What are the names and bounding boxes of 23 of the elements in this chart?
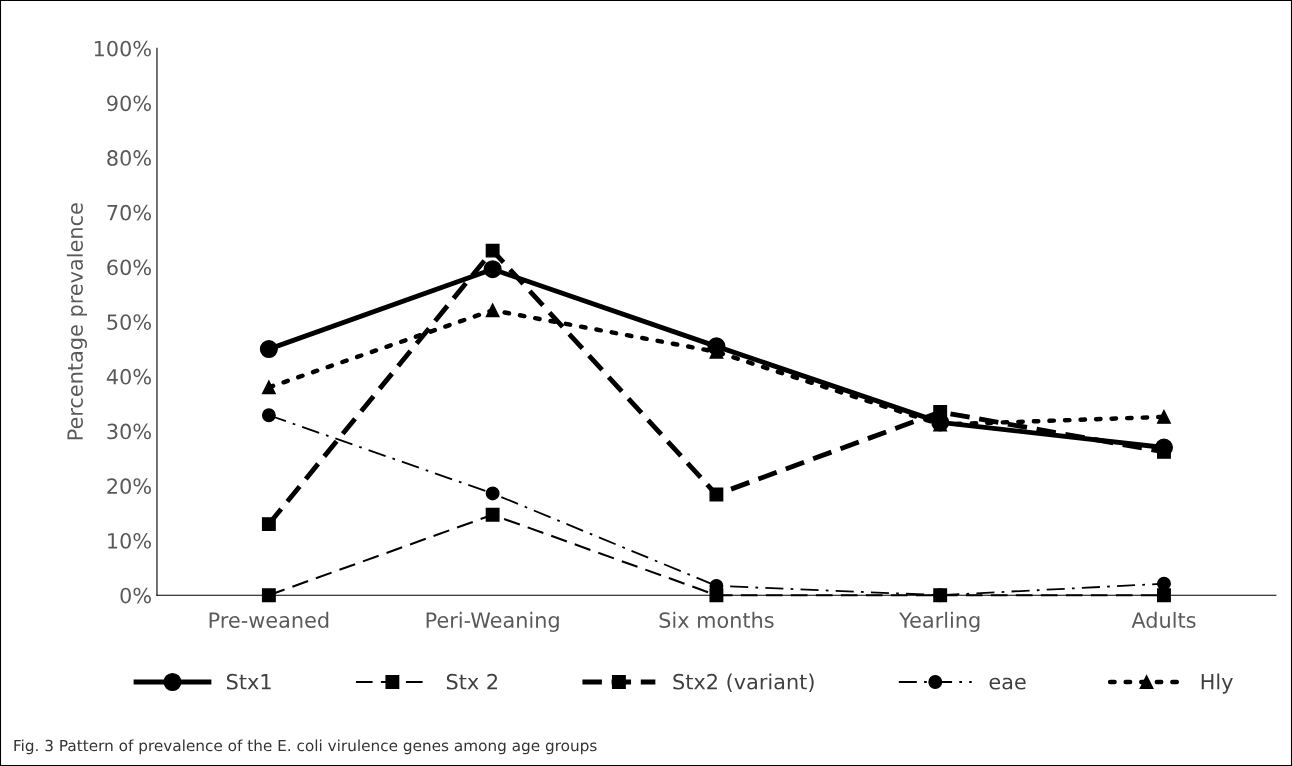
legend-label: Stx 2: [446, 673, 498, 690]
x-tick-label: Pre-weaned: [209, 611, 329, 628]
y-tick-label: 70%: [107, 204, 151, 221]
y-tick-label: 20%: [107, 478, 151, 495]
y-tick-label: 10%: [108, 532, 151, 549]
y-axis-title: Percentage prevalence: [66, 203, 87, 440]
y-tick-label: 60%: [107, 259, 151, 276]
y-tick-label: 100%: [94, 40, 151, 57]
y-tick-label: 50%: [107, 314, 151, 330]
x-tick-label: Yearling: [899, 611, 980, 633]
x-tick-label: Six months: [659, 611, 774, 628]
legend-label: Stx2 (variant): [673, 673, 814, 693]
y-tick-label: 30%: [107, 423, 151, 440]
legend-label: Stx1: [226, 673, 271, 690]
legend-label: eae: [989, 677, 1026, 690]
legend-label: Hly: [1201, 673, 1233, 694]
y-tick-label: 80%: [107, 150, 151, 166]
x-tick-label: Peri-Weaning: [426, 611, 559, 633]
caption: Fig. 3 Pattern of prevalence of the E. coli virulence genes among age groups: [14, 739, 597, 755]
y-tick-label: 40%: [106, 368, 151, 385]
x-tick-label: Adults: [1131, 611, 1196, 628]
y-tick-label: 0%: [120, 587, 151, 604]
y-tick-label: 90%: [107, 95, 151, 112]
